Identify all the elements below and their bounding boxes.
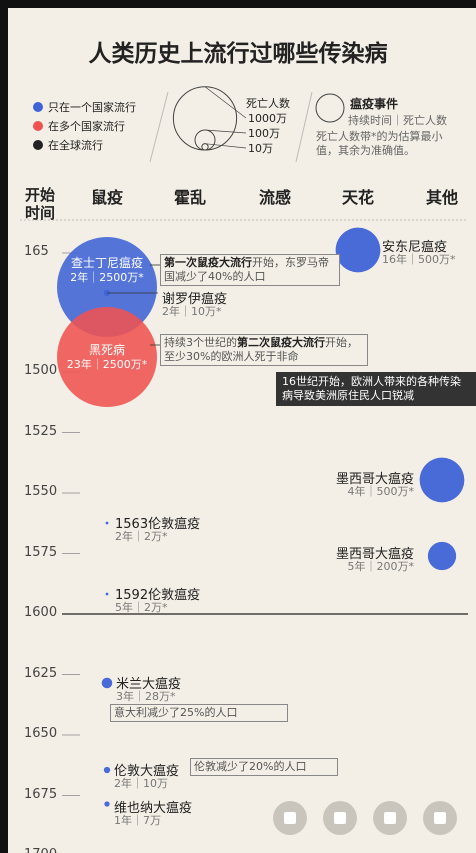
bubble — [103, 766, 111, 774]
button-icon — [384, 812, 396, 824]
event-icon — [315, 93, 345, 123]
button-icon — [334, 812, 346, 824]
event-name: 墨西哥大瘟疫 — [335, 472, 414, 487]
event-name: 伦敦大瘟疫 — [114, 764, 180, 779]
legend-dot — [33, 102, 43, 112]
bubble — [101, 677, 113, 689]
event-info: 16年｜500万* — [382, 253, 456, 266]
annotation-text: 16世纪开始，欧洲人带来的各种传染病导致美洲原住民人口锐减 — [282, 375, 461, 402]
annotation-text: 意大利减少了25%的人口 — [114, 706, 238, 719]
bubble — [105, 592, 109, 596]
y-tick-label: 1700 — [24, 847, 57, 853]
y-tick-label: 1600 — [24, 605, 58, 620]
button-icon — [284, 812, 296, 824]
y-tick-label: 1625 — [24, 665, 58, 681]
y-tick-label: 1525 — [24, 423, 58, 439]
legend-label: 只在一个国家流行 — [48, 101, 136, 114]
y-tick-label: 165 — [24, 244, 49, 259]
event-info: 2年｜10万 — [114, 777, 168, 790]
bubble — [57, 237, 157, 337]
column-header: 天花 — [341, 188, 375, 207]
event-name: 查士丁尼瘟疫 — [70, 256, 144, 270]
button-icon — [434, 812, 446, 824]
divider — [149, 91, 169, 163]
leader — [204, 86, 247, 119]
column-header: 其他 — [425, 188, 459, 207]
event-name: 黑死病 — [88, 343, 126, 357]
title: 人类历史上流行过哪些传染病 — [88, 41, 388, 67]
event-info: 4年｜500万* — [347, 485, 415, 498]
event-info: 2年｜2万* — [115, 530, 168, 543]
bubble — [335, 227, 381, 273]
canvas — [20, 86, 468, 835]
note: 死亡人数带*的为估算最小值，其余为准确值。 — [316, 130, 443, 157]
annotation: 16世纪开始，欧洲人带来的各种传染病导致美洲原住民人口锐减 — [276, 372, 476, 406]
bubble — [57, 307, 157, 407]
size-label: 1000万 — [248, 112, 287, 125]
y-tick-label: 1500 — [24, 363, 58, 378]
annotation-text: 开始，至少30%的欧洲人死于非命 — [164, 336, 358, 363]
column-header: 鼠疫 — [90, 188, 124, 207]
time-header: 开始 — [25, 186, 56, 204]
size-title: 死亡人数 — [246, 97, 290, 110]
event-info: 3年｜28万* — [116, 690, 176, 703]
event-name: 安东尼瘟疫 — [382, 240, 448, 255]
size-circle — [194, 129, 216, 151]
time-header: 时间 — [25, 204, 56, 222]
event-info: 5年｜200万* — [347, 560, 415, 573]
annotation-text: 持续3个世纪的 — [164, 336, 237, 349]
leader — [204, 143, 247, 149]
event-sub: 持续时间｜死亡人数 — [348, 114, 447, 127]
column-header: 霍乱 — [173, 188, 207, 207]
annotation: 伦敦减少了20%的人口 — [190, 758, 338, 776]
size-circle — [201, 143, 209, 151]
event-name: 1592伦敦瘟疫 — [115, 588, 201, 603]
column-header: 流感 — [258, 188, 292, 207]
bubble — [104, 801, 110, 807]
event-name: 1563伦敦瘟疫 — [115, 517, 201, 532]
legend-label: 在全球流行 — [48, 139, 103, 152]
legend-dot — [33, 140, 43, 150]
y-tick-label: 1550 — [24, 484, 58, 499]
y-tick-label: 1650 — [24, 726, 58, 741]
event-name: 米兰大瘟疫 — [116, 677, 182, 692]
size-circle — [172, 86, 238, 151]
event-info: 2年｜10万* — [162, 305, 222, 318]
event-name: 维也纳大瘟疫 — [114, 801, 193, 816]
event-title: 瘟疫事件 — [350, 97, 399, 111]
leader — [204, 129, 247, 134]
annotation-text: 第一次鼠疫大流行 — [164, 256, 252, 269]
event-info: 1年｜7万 — [114, 814, 161, 827]
event-info: 23年｜2500万* — [66, 358, 148, 371]
annotation: 持续3个世纪的第二次鼠疫大流行开始，至少30%的欧洲人死于非命 — [160, 334, 368, 366]
divider — [295, 91, 313, 163]
annotation-text: 伦敦减少了20%的人口 — [194, 760, 307, 773]
annotation: 意大利减少了25%的人口 — [110, 704, 288, 722]
legend-label: 在多个国家流行 — [48, 120, 125, 133]
bubble — [105, 521, 109, 525]
size-label: 100万 — [248, 127, 280, 140]
y-tick-label: 1675 — [24, 786, 58, 802]
annotation: 第一次鼠疫大流行开始，东罗马帝国减少了40%的人口 — [160, 254, 340, 286]
bubble — [419, 457, 465, 503]
annotation-text: 第二次鼠疫大流行 — [237, 336, 325, 349]
y-tick-label: 1575 — [24, 544, 58, 560]
event-info: 5年｜2万* — [115, 601, 168, 614]
legend-dot — [33, 121, 43, 131]
size-label: 10万 — [248, 142, 273, 155]
infographic: 人类历史上流行过哪些传染病只在一个国家流行 在多个国家流行 在全球流行 死亡人数 100… — [8, 8, 476, 853]
event-name: 墨西哥大瘟疫 — [335, 547, 414, 562]
annotation-text: 开始，东罗马帝国减少了40%的人口 — [164, 256, 329, 283]
event-info: 2年｜2500万* — [70, 271, 144, 284]
event-name: 谢罗伊瘟疫 — [162, 292, 228, 307]
bubble — [427, 541, 457, 571]
